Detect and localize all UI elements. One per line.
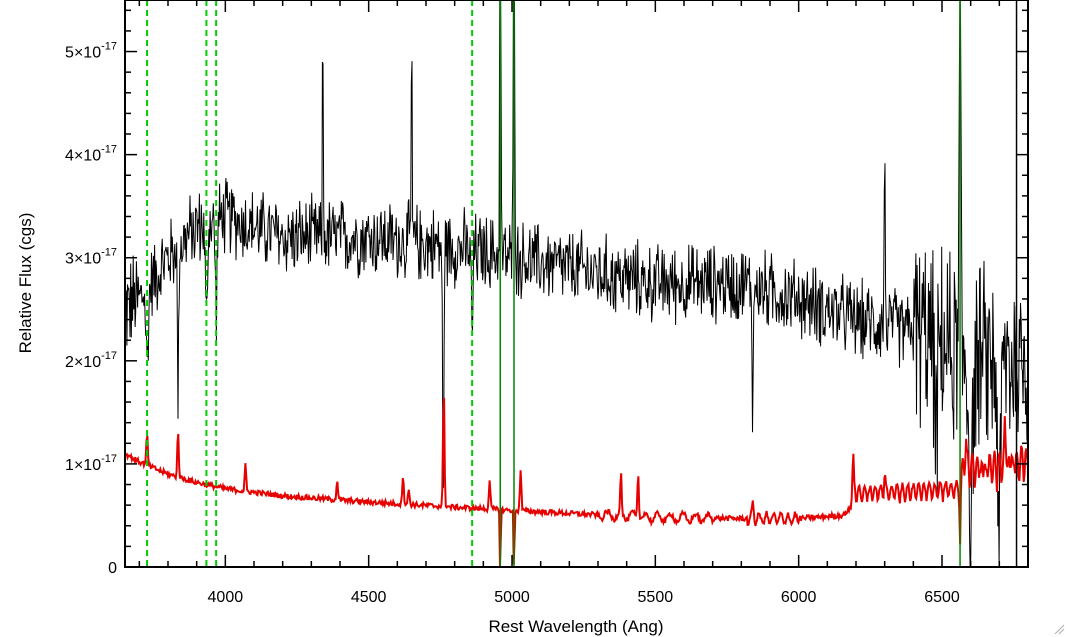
plot-frame [124,0,1029,568]
x-tick-label: 5000 [494,589,530,606]
y-axis-title: Relative Flux (cgs) [16,213,35,354]
x-tick-label: 6000 [781,589,817,606]
y-tick-label: 3×10-17 [65,247,117,268]
resize-grip-icon[interactable] [1053,623,1065,635]
x-tick-label: 4500 [351,589,387,606]
x-tick-label: 5500 [638,589,674,606]
series-model-continuum-line [125,397,1028,567]
x-axis-title: Rest Wavelength (Ang) [488,617,663,636]
y-tick-label: 2×10-17 [65,350,117,371]
y-tick-label: 0 [108,560,117,577]
series-observed-flux-line [125,0,1028,567]
x-tick-label: 6500 [924,589,960,606]
data-layer [125,0,1028,567]
x-tick-label: 4000 [208,589,244,606]
y-tick-label: 5×10-17 [65,41,117,62]
y-tick-label: 1×10-17 [65,453,117,474]
y-tick-label: 4×10-17 [65,144,117,165]
